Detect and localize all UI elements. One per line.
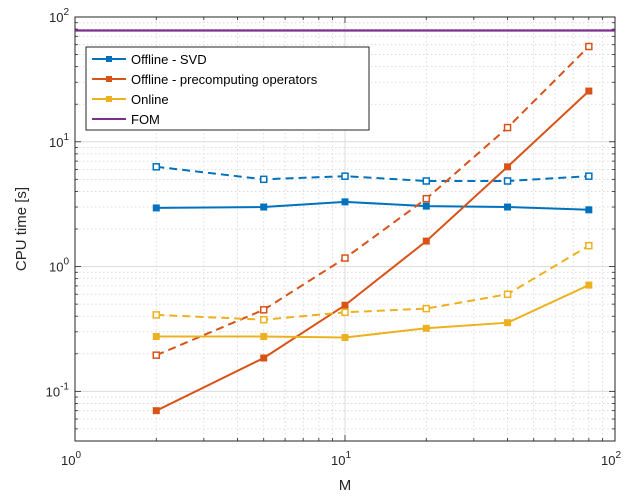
x-tick-label-base: 10 [61,453,75,468]
data-point [341,301,349,309]
data-point [152,351,161,359]
legend: Offline - SVD Offline - precomputing ope… [85,46,370,131]
y-tick-label-base: 10 [46,384,60,399]
legend-item-online: Online [92,92,169,107]
series-line [156,165,589,182]
data-point [422,177,431,185]
series-line [155,90,590,412]
series-line [156,244,590,321]
data-point [585,241,593,250]
x-tick-label: 102 [601,450,621,468]
y-tick-label: 101 [49,132,69,150]
series [75,29,615,415]
series-line [155,45,590,357]
legend-item-offline-precomputing: Offline - precomputing operators [92,72,318,87]
data-point [585,42,593,51]
legend-marker-offline-svd [106,56,112,62]
series-3-dashed [152,42,593,359]
data-point [503,290,512,298]
data-point [152,407,160,415]
legend-label-offline-precomputing: Offline - precomputing operators [131,72,318,87]
data-point [341,334,349,342]
y-tick-label: 10-1 [46,381,70,399]
series-line [156,284,590,339]
x-tick-label-base: 10 [331,453,345,468]
series-2-solid [152,87,593,415]
x-tick-labels: 100 101 102 [61,450,621,468]
y-tick-label-base: 10 [49,135,63,150]
data-point [585,172,593,180]
data-point [503,177,512,185]
x-tick-label-exponent: 2 [615,450,621,461]
data-point [585,206,593,214]
data-point [341,308,349,317]
y-tick-label-exponent: 1 [63,132,69,143]
legend-marker-online [106,96,112,102]
data-point [422,324,430,332]
data-point [504,203,512,211]
y-tick-label-base: 10 [49,260,63,275]
legend-label-fom: FOM [131,112,160,127]
x-tick-label-base: 10 [601,453,615,468]
y-tick-label-base: 10 [49,10,63,25]
data-point [585,281,593,289]
axis-ticks [74,17,615,442]
y-tick-label-exponent: -1 [60,381,69,392]
data-point [422,304,431,313]
y-axis-label: CPU time [s] [13,187,30,271]
data-point [259,175,268,184]
y-tick-label: 100 [49,257,69,275]
y-tick-label: 102 [49,7,69,25]
data-point [259,306,268,314]
legend-label-online: Online [131,92,169,107]
legend-box [85,46,370,131]
series-4-solid [152,281,593,342]
data-point [585,87,593,95]
data-point [503,123,512,132]
legend-label-offline-svd: Offline - SVD [131,52,207,67]
data-point [504,163,512,171]
data-point [422,202,430,210]
legend-marker-offline-precomputing [106,76,112,82]
data-point [260,354,268,362]
data-point [260,203,268,211]
x-tick-label-exponent: 0 [75,450,81,461]
data-point [422,237,430,245]
data-point [341,172,349,180]
y-tick-label-exponent: 2 [63,7,69,18]
data-point [422,194,431,203]
data-point [504,319,512,327]
series-1-dashed [152,163,593,185]
x-tick-label: 100 [61,450,81,468]
data-point [260,333,268,341]
data-point [152,333,160,341]
y-tick-label-exponent: 0 [63,257,69,268]
legend-item-offline-svd: Offline - SVD [92,52,207,67]
data-point [152,311,161,319]
legend-item-fom: FOM [92,112,160,127]
x-tick-label-exponent: 1 [345,450,351,461]
data-point [152,204,160,212]
x-axis-label: M [339,477,352,494]
x-tick-label: 101 [331,450,351,468]
series-5-dashed [152,241,593,324]
data-point [341,254,349,262]
series-0-solid [152,198,593,214]
series-line [156,200,589,211]
data-point [152,163,161,171]
data-point [259,315,268,324]
data-point [341,198,349,206]
